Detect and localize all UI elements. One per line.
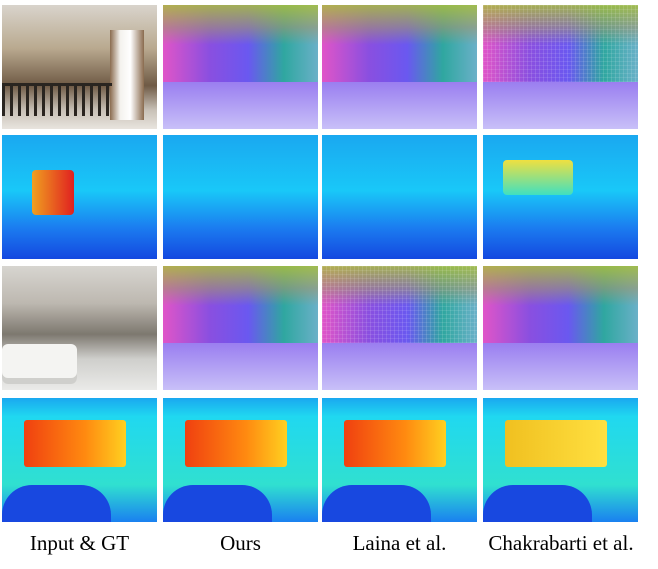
depth-map <box>483 398 638 522</box>
depth-map <box>2 398 157 522</box>
column-label: Input & GT <box>29 531 130 555</box>
input-image <box>2 5 157 129</box>
normal-map <box>163 266 318 390</box>
column-label: Laina et al. <box>352 531 447 555</box>
normal-map <box>483 5 638 129</box>
column-label: Ours <box>220 531 261 555</box>
depth-map <box>2 135 157 259</box>
depth-map <box>163 398 318 522</box>
normal-map <box>322 5 477 129</box>
normal-map <box>163 5 318 129</box>
column-label: Chakrabarti et al. <box>488 531 634 555</box>
depth-map <box>322 135 477 259</box>
normal-map <box>483 266 638 390</box>
depth-map <box>163 135 318 259</box>
depth-map <box>483 135 638 259</box>
normal-map <box>322 266 477 390</box>
input-image <box>2 266 157 390</box>
depth-map <box>322 398 477 522</box>
